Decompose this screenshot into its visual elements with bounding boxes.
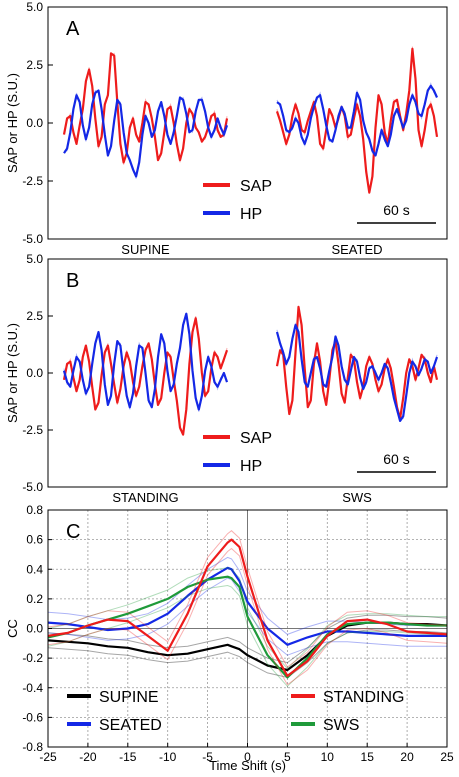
- legend-label: HP: [240, 458, 262, 475]
- y-tick-label: -2.5: [22, 174, 43, 188]
- y-tick-label: -0.8: [22, 740, 43, 754]
- y-tick-label: 5.0: [26, 0, 43, 14]
- y-tick-label: 0.6: [26, 533, 43, 547]
- series-line-hp: [62, 312, 229, 411]
- band-lower-standing: [47, 547, 448, 686]
- y-tick-label: 0.0: [26, 366, 43, 380]
- y-tick-label: 0.8: [26, 503, 43, 517]
- series-line-sap: [62, 52, 229, 164]
- segment-label: SWS: [342, 490, 372, 505]
- y-tick-label: -5.0: [22, 480, 43, 494]
- scale-bar-label: 60 s: [383, 202, 409, 218]
- segment-label: SEATED: [331, 242, 382, 257]
- legend-label: SWS: [323, 717, 359, 734]
- y-tick-label: 5.0: [26, 252, 43, 266]
- band-upper-standing: [47, 530, 448, 668]
- x-axis-label: Time Shift (s): [209, 758, 286, 773]
- panel-label: C: [66, 521, 80, 543]
- y-axis-label: CC: [5, 619, 20, 638]
- series-line-standing: [47, 538, 448, 677]
- band-upper-sws: [47, 567, 447, 670]
- y-tick-label: -0.6: [22, 710, 43, 724]
- x-tick-label: 20: [400, 750, 414, 764]
- x-tick-label: -10: [159, 750, 177, 764]
- y-tick-label: 0.0: [26, 622, 43, 636]
- x-tick-label: 15: [361, 750, 375, 764]
- y-tick-label: 2.5: [26, 309, 43, 323]
- panel-a: 5.0 2.5 0.0 -2.5 -5.0 SAP or HP (S.U.) A SUPINE…: [5, 0, 448, 257]
- y-tick-label: -0.4: [22, 681, 43, 695]
- y-tick-label: -0.2: [22, 651, 43, 665]
- y-axis-label: SAP or HP (S.U.): [5, 323, 20, 423]
- y-tick-label: -5.0: [22, 232, 43, 246]
- legend-label: SAP: [240, 178, 272, 195]
- x-tick-label: 10: [321, 750, 335, 764]
- band-lower-supine: [47, 629, 448, 678]
- segment-label: SUPINE: [121, 242, 170, 257]
- panel-b: 5.0 2.5 0.0 -2.5 -5.0 SAP or HP (S.U.) B STANDI…: [5, 252, 448, 505]
- series-line-hp: [63, 89, 229, 178]
- x-tick-label: -15: [119, 750, 137, 764]
- series-line-hp: [275, 324, 439, 422]
- panel-label: B: [66, 270, 79, 292]
- legend-label: SUPINE: [99, 689, 159, 706]
- x-tick-label: -25: [39, 750, 57, 764]
- series-line-seated: [47, 566, 447, 646]
- series-line-sap: [275, 47, 439, 194]
- legend-label: HP: [240, 206, 262, 223]
- y-tick-label: -2.5: [22, 423, 43, 437]
- band-lower-seated: [47, 577, 447, 656]
- x-tick-label: 0: [244, 750, 251, 764]
- series-line-sws: [47, 575, 447, 679]
- band-lower-sws: [47, 584, 447, 688]
- x-tick-label: 25: [440, 750, 454, 764]
- y-axis-label: SAP or HP (S.U.): [5, 73, 20, 173]
- x-tick-label: 5: [284, 750, 291, 764]
- scale-bar-label: 60 s: [383, 451, 409, 467]
- legend-label: SEATED: [99, 717, 162, 734]
- x-tick-label: -20: [79, 750, 97, 764]
- segment-label: STANDING: [112, 490, 178, 505]
- y-tick-label: 2.5: [26, 58, 43, 72]
- legend-label: STANDING: [323, 689, 404, 706]
- series-line-sap: [275, 305, 439, 420]
- x-tick-label: -5: [202, 750, 213, 764]
- panel-label: A: [66, 18, 80, 40]
- y-tick-label: 0.4: [26, 562, 43, 576]
- panel-c: -25 -20 -15 -10 -5 0 5 10 15 20 25 0.8 0.6 0.4 0.2 0.0 -…: [5, 503, 454, 773]
- legend-label: SAP: [240, 430, 272, 447]
- band-upper-supine: [47, 614, 448, 664]
- raw-signal-sap: [276, 46, 438, 191]
- series-line-hp: [276, 84, 439, 157]
- y-tick-label: 0.2: [26, 592, 43, 606]
- y-tick-label: 0.0: [26, 116, 43, 130]
